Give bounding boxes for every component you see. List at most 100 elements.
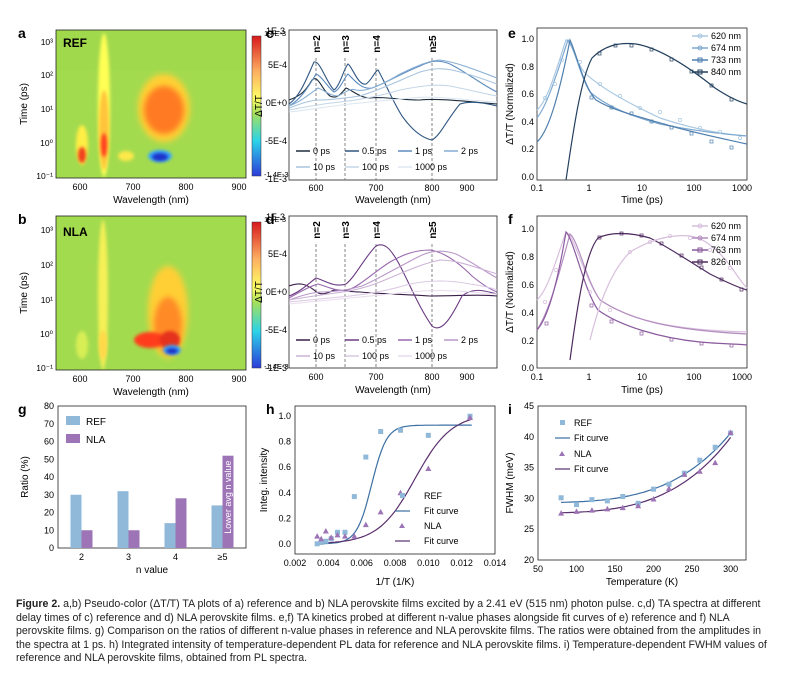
ytick: 0.8	[278, 437, 291, 447]
point-ref	[342, 529, 348, 535]
ytick: 60	[44, 437, 54, 447]
xtick: 1	[586, 183, 591, 193]
ytick: -1E-3	[265, 363, 287, 373]
y-top-label: 1E-3	[266, 26, 285, 36]
panel-letter-i: i	[508, 401, 512, 417]
figure-caption: Figure 2. a,b) Pseudo-color (ΔT/T) TA pl…	[16, 598, 771, 666]
bar-nla-3	[128, 530, 140, 548]
panel-c: c n=2 n=3 n=4 n≥5 1E-3 5E-4 0E+0 -5E-	[254, 25, 498, 206]
point-nla	[318, 535, 325, 542]
point-nla	[425, 465, 432, 472]
legend-entry: 620 nm	[711, 31, 741, 41]
legend-entry: Fit curve	[424, 536, 459, 546]
xtick: 150	[608, 564, 623, 574]
xtick: 900	[459, 372, 474, 382]
legend-entry: Fit curve	[574, 433, 609, 443]
point-nla	[665, 485, 672, 492]
legend-entry: 0 ps	[313, 335, 331, 345]
ytick: 5E-4	[268, 249, 287, 259]
panel-d: d n=2 n=3 n=4 n≥5 1E-3 5E-4 0E+0 -5E-	[254, 211, 498, 396]
ytick: 50	[44, 454, 54, 464]
point-ref	[323, 538, 329, 544]
category-label: 4	[173, 552, 178, 562]
panel-letter-e: e	[508, 25, 516, 41]
xtick: 0.012	[450, 558, 473, 568]
colorbar-min: -1.4E-3	[264, 170, 289, 179]
kinetic-620nm-rise	[589, 235, 748, 341]
point-nla	[558, 510, 565, 516]
ytick: 10⁰	[40, 329, 53, 339]
legend-entry: NLA	[574, 449, 592, 459]
ytick: 30	[44, 490, 54, 500]
n-label: n≥5	[428, 221, 439, 239]
bar-nla-4	[175, 498, 187, 548]
category-label: 3	[126, 552, 131, 562]
panel-letter-h: h	[266, 401, 275, 417]
point-ref	[604, 498, 610, 504]
ytick: 10³	[41, 37, 53, 47]
x-axis-label: Wavelength (nm)	[113, 387, 189, 398]
xtick: 800	[424, 372, 439, 382]
point-ref	[558, 495, 564, 501]
legend-d: 0 ps 0.5 ps 1 ps 2 ps 10 ps 100 ps 1000 …	[296, 335, 479, 361]
point-nla	[362, 521, 369, 528]
xtick: 700	[125, 182, 140, 192]
ytick: 0.6	[521, 89, 534, 99]
fit-curve-ref	[316, 424, 472, 545]
colorbar-max: 1.4E-3	[264, 215, 286, 224]
panel-e: e 1.0 0.8 0.6 0.4 0.2 0.0	[505, 25, 752, 206]
xtick: 100	[569, 564, 584, 574]
spectrum-1000ps	[288, 96, 498, 113]
point-nla	[696, 468, 703, 474]
n-label: n=4	[372, 221, 383, 239]
ytick: 0.2	[521, 336, 534, 346]
legend-entry: 733 nm	[711, 55, 741, 65]
y-axis-label: FWHM (meV)	[505, 452, 516, 513]
colorbar	[251, 221, 262, 369]
fit-curve-ref	[561, 432, 732, 503]
ytick: 0.8	[521, 62, 534, 72]
xtick: 600	[72, 374, 87, 384]
ytick: -5E-4	[265, 136, 287, 146]
spectrum-2ps	[288, 250, 498, 301]
ytick: 80	[44, 401, 54, 411]
ytick: 0.2	[278, 513, 291, 523]
fit-curve-nla	[561, 437, 732, 514]
panel-h: h 0.002 0.004 0.006 0.008 0.010 0.012 0.014 0.0…	[259, 401, 506, 588]
ytick: -5E-4	[265, 325, 287, 335]
ytick: 10⁻¹	[36, 363, 53, 373]
point-nla	[619, 504, 626, 511]
legend-entry: REF	[424, 491, 443, 501]
ytick: 0.2	[521, 144, 534, 154]
spectrum-10ps	[288, 68, 498, 109]
spectrum-1ps	[288, 249, 498, 299]
point-ref	[589, 497, 595, 503]
ytick: 10⁰	[40, 138, 53, 148]
xtick: 0.010	[417, 558, 440, 568]
panel-f: f 1.0 0.8 0.6 0.4 0.2 0.0	[505, 211, 752, 396]
xtick: 1000	[732, 372, 752, 382]
xtick: 800	[178, 374, 193, 384]
bar-nla-≥5	[222, 455, 234, 548]
legend-entry: 1000 ps	[415, 351, 448, 361]
bar-ref-4	[164, 523, 176, 548]
fit-curve-nla	[316, 418, 472, 544]
bar-nla-2	[81, 530, 93, 548]
caption-label: Figure 2.	[16, 598, 61, 610]
n-label: n=3	[341, 35, 352, 53]
ytick: 0.0	[521, 172, 534, 182]
x-axis-label: Temperature (K)	[606, 577, 678, 588]
legend-entry: NLA	[86, 435, 106, 446]
xtick: 50	[533, 564, 543, 574]
point-nla	[314, 533, 321, 539]
point-nla	[573, 508, 580, 514]
y-axis-label: ΔT/T (Normalized)	[505, 251, 516, 333]
spectrum-1000ps	[288, 289, 498, 305]
point-ref	[666, 481, 672, 487]
point-nla	[681, 471, 688, 477]
point-nla	[727, 429, 734, 435]
heatmap-a	[56, 30, 246, 178]
legend-entry: 10 ps	[313, 162, 336, 172]
xtick: 800	[424, 183, 439, 193]
point-ref	[620, 494, 626, 500]
